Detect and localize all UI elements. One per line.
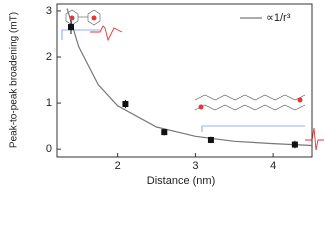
y-tick-label: 0 bbox=[46, 143, 52, 155]
y-axis-label: Peak-to-peak broadening (mT) bbox=[9, 12, 20, 148]
data-point bbox=[122, 101, 129, 108]
y-tick-label: 2 bbox=[46, 51, 52, 63]
y-tick-label: 3 bbox=[46, 5, 52, 17]
data-point bbox=[67, 24, 74, 31]
inset-molecule-long bbox=[194, 94, 324, 151]
x-tick-label: 4 bbox=[270, 160, 276, 172]
y-tick-label: 1 bbox=[46, 97, 52, 109]
data-point bbox=[291, 141, 298, 148]
x-axis-label: Distance (nm) bbox=[147, 175, 215, 187]
legend-label: ∝1/r³ bbox=[266, 12, 291, 24]
data-point bbox=[207, 136, 214, 143]
x-tick-label: 2 bbox=[115, 160, 121, 172]
x-tick-label: 3 bbox=[192, 160, 198, 172]
plot-frame bbox=[56, 3, 313, 158]
data-point bbox=[161, 129, 168, 136]
chart: Distance (nm) Peak-to-peak broadening (m… bbox=[9, 3, 324, 187]
fit-curve bbox=[66, 8, 312, 147]
